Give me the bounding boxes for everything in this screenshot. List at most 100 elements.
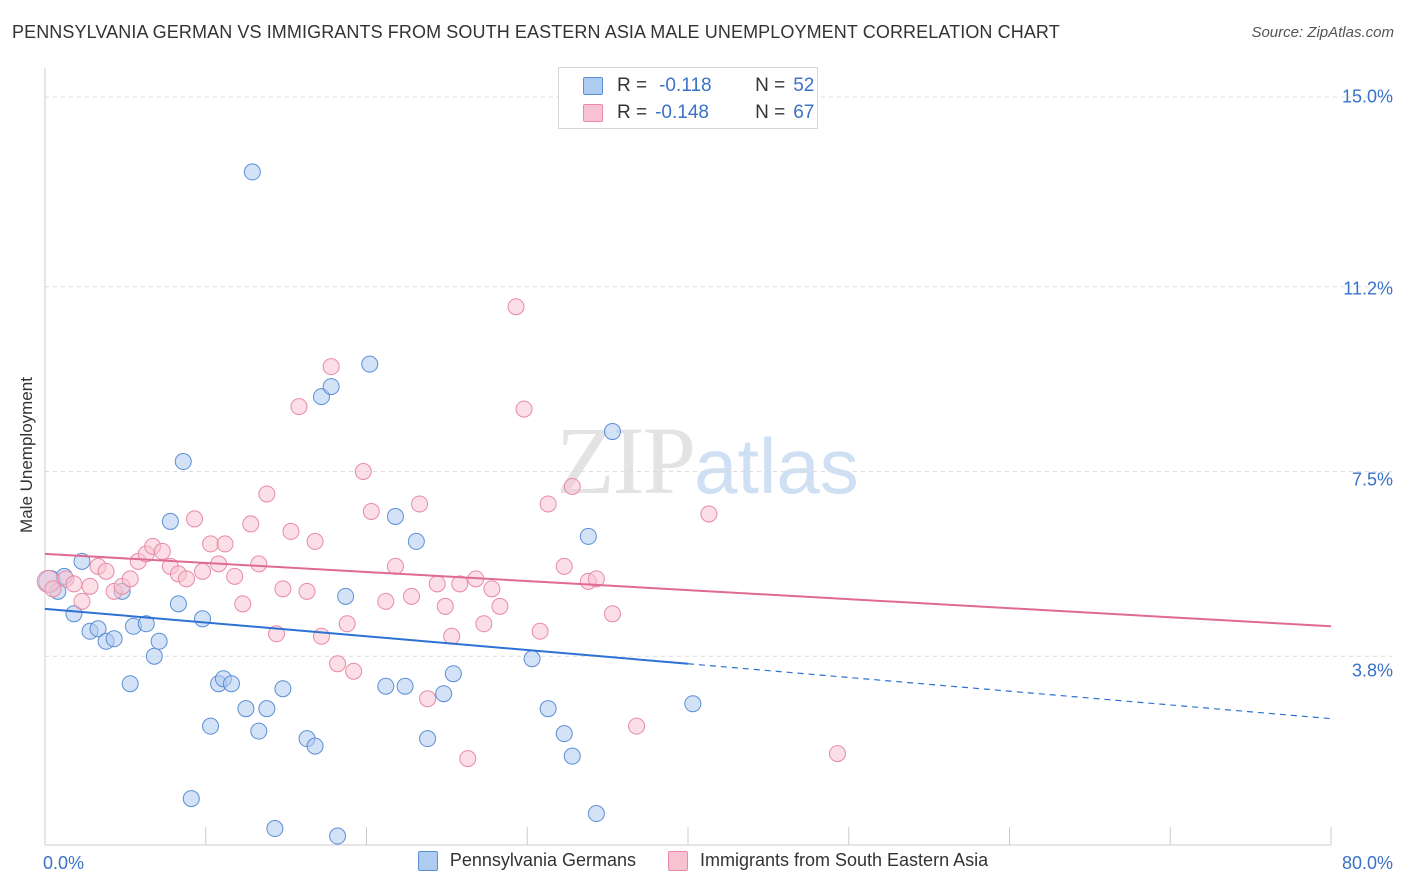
data-point-pennsylvania-germans xyxy=(202,717,220,735)
data-point-se-asia-immigrants xyxy=(443,627,461,645)
legend-item-blue[interactable]: Pennsylvania Germans xyxy=(417,850,636,871)
legend-item-pink[interactable]: Immigrants from South Eastern Asia xyxy=(667,850,989,871)
data-point-pennsylvania-germans xyxy=(258,700,276,718)
x-tick-label-max: 80.0% xyxy=(1341,853,1393,873)
data-point-se-asia-immigrants xyxy=(81,577,99,595)
watermark-atlas: atlas xyxy=(694,422,859,510)
data-point-se-asia-immigrants xyxy=(73,592,91,610)
series-legend: Pennsylvania Germans Immigrants from Sou… xyxy=(0,850,1406,871)
data-point-pennsylvania-germans xyxy=(121,675,139,693)
data-point-se-asia-immigrants xyxy=(475,615,493,633)
data-point-se-asia-immigrants xyxy=(587,570,605,588)
data-point-pennsylvania-germans xyxy=(137,615,155,633)
n-value: 67 xyxy=(793,102,815,123)
data-point-se-asia-immigrants xyxy=(354,463,372,480)
data-point-pennsylvania-germans xyxy=(194,610,212,628)
data-point-pennsylvania-germans xyxy=(322,378,340,396)
data-point-pennsylvania-germans xyxy=(73,552,91,570)
data-point-se-asia-immigrants xyxy=(258,485,276,503)
data-point-se-asia-immigrants xyxy=(377,592,395,610)
data-point-pennsylvania-germans xyxy=(435,685,453,703)
watermark-zip: ZIP xyxy=(556,407,696,514)
data-point-pennsylvania-germans xyxy=(587,805,605,823)
chart-title: PENNSYLVANIA GERMAN VS IMMIGRANTS FROM S… xyxy=(12,22,1060,42)
data-point-pennsylvania-germans xyxy=(419,730,437,748)
r-label: R = xyxy=(617,75,648,96)
source-label: Source: ZipAtlas.com xyxy=(1251,24,1394,41)
data-point-se-asia-immigrants xyxy=(226,567,244,585)
data-point-se-asia-immigrants xyxy=(451,575,469,593)
data-point-pennsylvania-germans xyxy=(182,790,200,808)
data-point-pennsylvania-germans xyxy=(150,632,168,650)
data-point-se-asia-immigrants xyxy=(202,535,220,553)
data-point-se-asia-immigrants xyxy=(539,495,557,513)
data-point-se-asia-immigrants xyxy=(828,745,846,763)
data-point-pennsylvania-germans xyxy=(222,675,240,693)
data-point-se-asia-immigrants xyxy=(411,495,429,513)
data-point-pennsylvania-germans xyxy=(684,695,702,713)
data-point-pennsylvania-germans xyxy=(329,827,347,845)
data-point-pennsylvania-germans xyxy=(377,677,395,695)
data-point-pennsylvania-germans xyxy=(243,163,261,181)
y-tick-label: 15.0% xyxy=(1341,86,1393,107)
data-point-pennsylvania-germans xyxy=(161,512,179,530)
watermark: ZIPatlas xyxy=(556,405,859,516)
data-point-pennsylvania-germans xyxy=(174,453,192,471)
y-tick-label: 11.2% xyxy=(1343,278,1393,299)
data-point-se-asia-immigrants xyxy=(306,532,324,550)
data-point-se-asia-immigrants xyxy=(329,655,347,673)
data-point-pennsylvania-germans xyxy=(65,605,83,623)
r-label: R = xyxy=(617,102,648,123)
r-value: -0.148 xyxy=(655,102,709,123)
data-point-pennsylvania-germans xyxy=(337,587,355,605)
trend-line-blue xyxy=(44,607,689,665)
data-point-se-asia-immigrants xyxy=(345,662,363,680)
data-point-se-asia-immigrants xyxy=(65,575,83,593)
data-point-pennsylvania-germans xyxy=(563,747,581,765)
legend-row-blue: R = -0.118 N = 52 xyxy=(583,74,814,98)
data-point-se-asia-immigrants xyxy=(628,717,646,735)
r-value: -0.118 xyxy=(659,75,712,96)
data-point-se-asia-immigrants xyxy=(515,400,533,418)
n-label: N = xyxy=(755,75,786,96)
data-point-pennsylvania-germans xyxy=(237,700,255,718)
data-point-pennsylvania-germans xyxy=(145,647,163,665)
data-point-pennsylvania-germans xyxy=(386,507,404,525)
data-point-se-asia-immigrants xyxy=(153,542,171,560)
data-point-se-asia-immigrants xyxy=(386,557,404,575)
n-value: 52 xyxy=(793,75,815,96)
data-point-pennsylvania-germans xyxy=(361,355,379,373)
data-point-se-asia-immigrants xyxy=(298,582,316,600)
data-point-se-asia-immigrants xyxy=(436,597,454,615)
data-point-se-asia-immigrants xyxy=(234,595,252,613)
data-point-se-asia-immigrants xyxy=(250,555,268,573)
data-point-pennsylvania-germans xyxy=(396,677,414,695)
trend-line-pink xyxy=(44,552,1332,628)
data-point-se-asia-immigrants xyxy=(177,570,195,588)
data-point-se-asia-immigrants xyxy=(290,398,308,416)
data-point-se-asia-immigrants xyxy=(483,580,501,598)
data-point-se-asia-immigrants xyxy=(121,570,139,588)
data-point-se-asia-immigrants xyxy=(419,690,437,708)
data-point-se-asia-immigrants xyxy=(491,597,509,615)
legend-label: Immigrants from South Eastern Asia xyxy=(699,850,989,870)
trend-line-extension-blue xyxy=(687,663,1332,720)
correlation-legend: R = -0.118 N = 52 R = -0.148 N = 67 xyxy=(558,67,818,129)
data-point-se-asia-immigrants xyxy=(563,477,581,495)
data-point-se-asia-immigrants xyxy=(507,298,525,316)
data-point-pennsylvania-germans xyxy=(444,665,462,683)
data-point-se-asia-immigrants xyxy=(362,502,380,520)
data-point-pennsylvania-germans xyxy=(266,820,284,838)
data-point-se-asia-immigrants xyxy=(185,510,203,528)
data-point-se-asia-immigrants xyxy=(603,605,621,623)
legend-label: Pennsylvania Germans xyxy=(449,850,636,870)
data-point-se-asia-immigrants xyxy=(459,750,477,768)
data-point-se-asia-immigrants xyxy=(282,522,300,540)
data-point-pennsylvania-germans xyxy=(274,680,292,698)
data-point-se-asia-immigrants xyxy=(242,515,260,533)
data-point-pennsylvania-germans xyxy=(579,527,597,545)
data-point-pennsylvania-germans xyxy=(407,532,425,550)
data-point-pennsylvania-germans xyxy=(523,650,541,668)
data-point-pennsylvania-germans xyxy=(539,700,557,718)
data-point-se-asia-immigrants xyxy=(194,562,212,580)
